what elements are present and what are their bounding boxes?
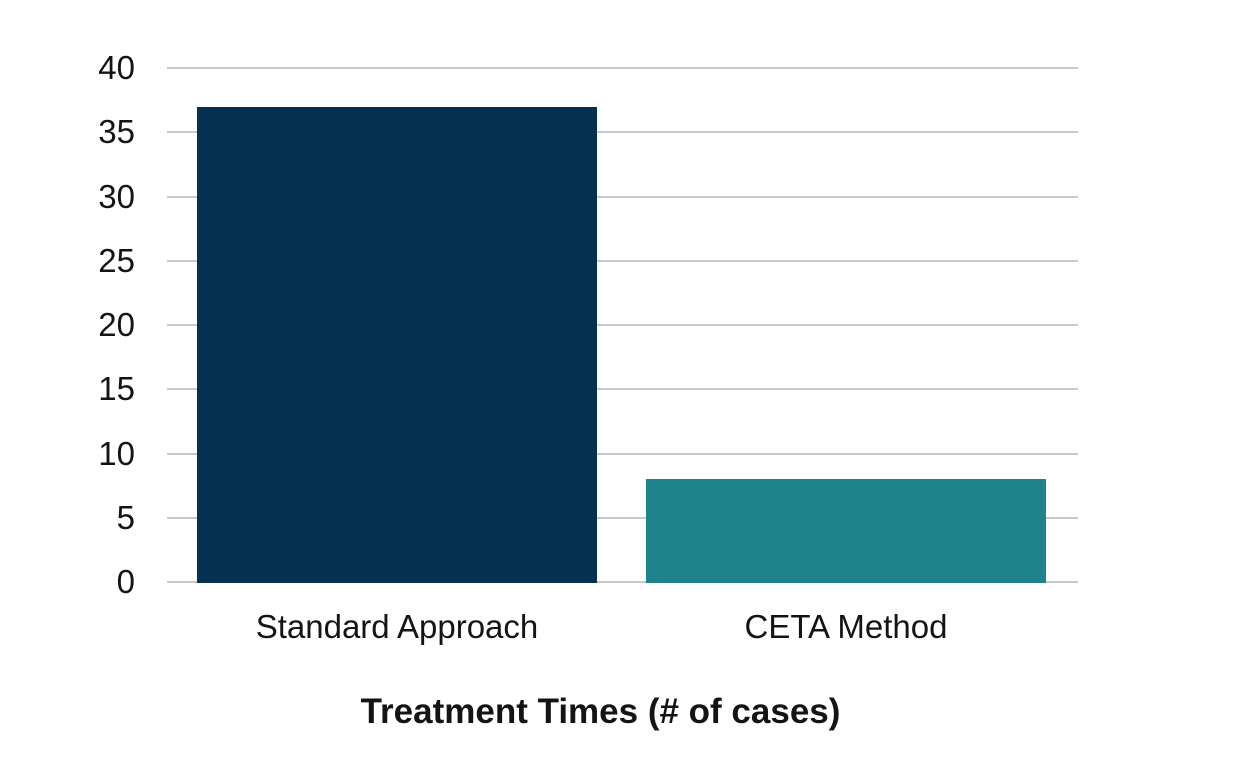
y-axis-tick-label: 0 — [116, 563, 135, 600]
x-category-label: CETA Method — [744, 608, 948, 645]
gridline — [167, 259, 1078, 262]
y-axis-tick-label: 35 — [98, 113, 135, 151]
gridline — [167, 195, 1078, 198]
y-axis-tick-label: 10 — [98, 434, 135, 472]
chart-title: Treatment Times (# of cases) — [360, 692, 841, 731]
gridline — [167, 67, 1078, 69]
y-axis-tick-label: 15 — [98, 370, 135, 408]
y-axis-tick-label: 40 — [98, 49, 135, 86]
gridline — [167, 452, 1078, 455]
gridline — [167, 388, 1078, 391]
y-axis-tick-label: 20 — [98, 306, 135, 343]
gridline — [167, 581, 1078, 583]
bar-ceta-method — [646, 479, 1046, 583]
y-axis-tick-label: 5 — [116, 498, 135, 536]
bar-standard-approach — [197, 106, 597, 583]
y-axis-tick-label: 30 — [98, 177, 135, 215]
gridline — [167, 131, 1078, 134]
y-axis-tick-label: 25 — [98, 241, 135, 279]
gridline — [167, 516, 1078, 519]
gridline — [167, 324, 1078, 326]
x-category-label: Standard Approach — [255, 608, 539, 645]
